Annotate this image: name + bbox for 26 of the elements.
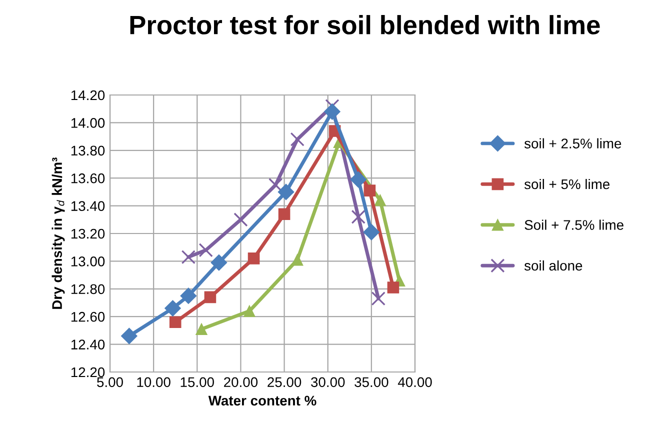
y-tick-label: 12.80 (71, 284, 105, 294)
x-tick-label: 15.00 (180, 377, 214, 388)
x-tick-label: 35.00 (354, 377, 388, 388)
y-tick-label: 12.20 (71, 367, 105, 378)
chart-title: Proctor test for soil blended with lime (130, 15, 600, 34)
x-axis-title: Water content % (208, 396, 316, 406)
x-tick-label: 40.00 (398, 377, 432, 388)
y-tick-label: 14.20 (71, 90, 105, 100)
x-tick-label: 10.00 (137, 377, 170, 388)
y-tick-label: 12.40 (71, 340, 105, 350)
x-tick-label: 20.00 (224, 377, 258, 388)
y-tick-label: 13.60 (71, 173, 105, 184)
legend-label: soil + 5% lime (524, 178, 610, 190)
legend-label: soil + 2.5% lime (524, 138, 622, 148)
legend-label: soil alone (524, 260, 582, 271)
x-tick-label: 30.00 (311, 377, 345, 388)
y-tick-label: 13.20 (71, 228, 105, 239)
y-tick-label: 13.00 (71, 256, 105, 266)
x-tick-label: 25.00 (268, 377, 302, 388)
y-axis-title: Dry density in γ$_{d}$ kN/m³ (52, 158, 65, 309)
y-tick-label: 13.40 (71, 201, 105, 211)
x-tick-label: 5.00 (97, 377, 123, 388)
y-tick-label: 14.00 (71, 118, 105, 128)
legend-label: Soil + 7.5% lime (524, 220, 624, 230)
y-tick-label: 13.80 (71, 146, 105, 156)
y-tick-label: 12.60 (71, 312, 105, 322)
